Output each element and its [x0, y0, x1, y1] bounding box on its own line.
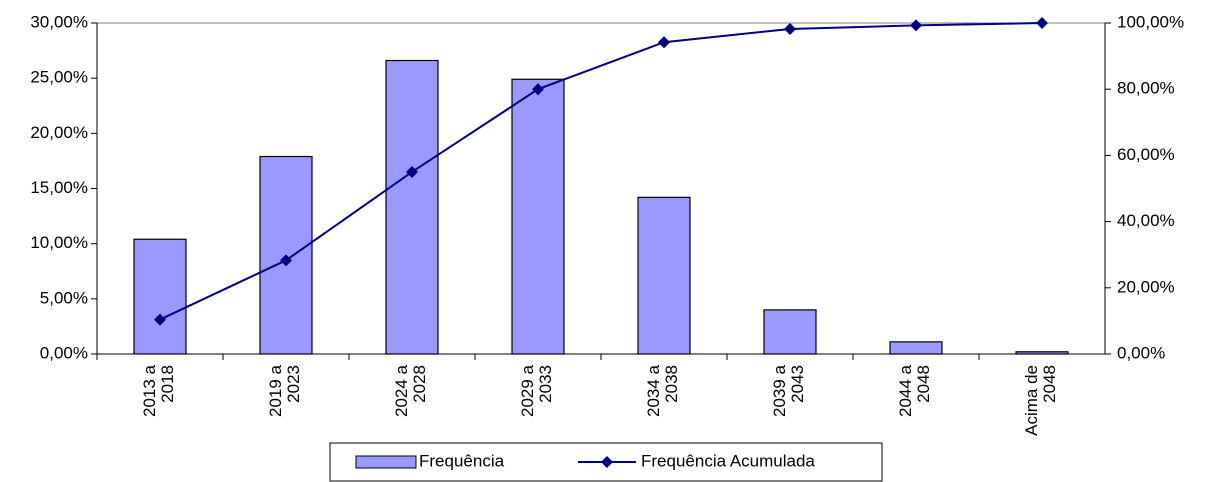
y-tick-label: 0,00% — [40, 343, 88, 362]
y-tick-label: 25,00% — [30, 68, 88, 87]
y-tick-label: 20,00% — [30, 123, 88, 142]
bar — [133, 238, 187, 355]
y2-tick-label: 0,00% — [1117, 343, 1165, 362]
marker — [784, 22, 796, 35]
bar — [385, 59, 439, 355]
x-tick-label: 2024 a2028 — [392, 364, 429, 417]
marker — [532, 83, 544, 96]
x-tick-label: 2034 a2038 — [644, 364, 681, 417]
x-tick-label: 2013 a2018 — [140, 364, 177, 417]
x-tick-label: 2039 a2043 — [770, 364, 807, 417]
bar — [1015, 351, 1069, 355]
marker — [280, 254, 292, 267]
marker — [658, 36, 670, 49]
y2-tick-label: 100,00% — [1117, 12, 1184, 31]
y-tick-label: 10,00% — [30, 233, 88, 252]
x-tick-label: 2044 a2048 — [896, 364, 933, 417]
marker — [406, 165, 418, 178]
line — [159, 22, 1043, 321]
y2-tick-label: 40,00% — [1117, 211, 1175, 230]
y2-tick-label: 60,00% — [1117, 145, 1175, 164]
plot-area — [96, 22, 1106, 355]
marker — [910, 19, 922, 32]
marker — [154, 313, 166, 326]
legend-label: Frequência — [419, 451, 505, 470]
x-tick-label: Acima de2048 — [1022, 365, 1059, 436]
bar — [889, 341, 943, 355]
y2-tick-label: 80,00% — [1117, 79, 1175, 98]
y-tick-label: 5,00% — [40, 288, 88, 307]
legend-swatch — [355, 455, 417, 469]
legend-marker — [601, 456, 613, 468]
x-tick-label: 2029 a2033 — [518, 364, 555, 417]
marker — [1036, 17, 1048, 29]
bar — [511, 78, 565, 355]
y2-tick-label: 20,00% — [1117, 277, 1175, 296]
legend-label: Frequência Acumulada — [641, 451, 815, 470]
y-tick-label: 30,00% — [30, 12, 88, 31]
x-tick-label: 2019 a2023 — [266, 364, 303, 417]
y-tick-label: 15,00% — [30, 178, 88, 197]
bar — [763, 309, 817, 355]
bar — [637, 196, 691, 355]
